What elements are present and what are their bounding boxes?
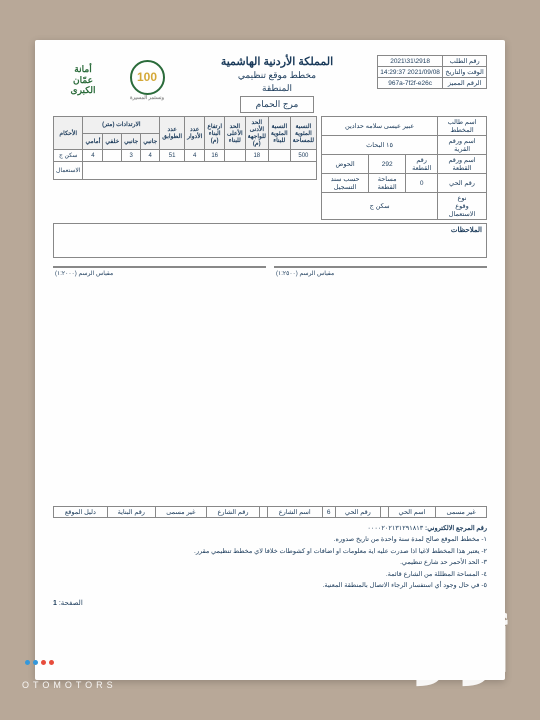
- r3b: 292: [369, 155, 406, 174]
- footer-notes: رقم المرجع الالكتروني: ٠٠٠٠٢٠٢١٣١٢٩١٨١٣ …: [53, 524, 487, 591]
- note-4: ٤- المساحة المظللة من الشارع قائمة.: [53, 570, 487, 580]
- footer-table-wrap: غير مسمىاسم الحي رقم الحي 6اسم الشارع رق…: [53, 506, 487, 518]
- h4: ارتفاع البناء (م): [205, 117, 225, 150]
- logo-amman: أمانة عمّان الكبرى: [53, 55, 113, 105]
- watermark-sub: OTOMOTORS: [22, 680, 117, 690]
- date-label: الوقت والتاريخ: [443, 67, 487, 78]
- title-sub: مخطط موقع تنظيمي: [181, 70, 373, 81]
- meta-box: رقم الطلب2918\31\2021 الوقت والتاريخ2021…: [377, 55, 487, 113]
- map-left: 28 3013235928329758385304317303300154310…: [274, 266, 487, 268]
- watermark-logo: أوتو: [420, 617, 510, 685]
- note-5: ٥- في حال وجود أي استفسار الرجاء الاتصال…: [53, 581, 487, 591]
- h6: عدد الطوابق: [160, 117, 185, 150]
- map-left-wrap: 28 3013235928329758385304317303300154310…: [274, 266, 487, 501]
- map-caption-r: مقياس الرسم (١:٢٠٠٠): [53, 268, 266, 279]
- blue-28-l: 28: [470, 267, 478, 268]
- note-1: ١- مخطط الموقع صالح لمدة سنة واحدة من تا…: [53, 535, 487, 545]
- dot-icon: [33, 660, 38, 665]
- footer-table: غير مسمىاسم الحي رقم الحي 6اسم الشارع رق…: [53, 506, 487, 518]
- title-block: المملكة الأردنية الهاشمية مخطط موقع تنظي…: [181, 55, 373, 113]
- h1: النسبة المئوية للبناء: [268, 117, 290, 150]
- note-2: ٢- يعتبر هذا المخطط لاغيا اذا صدرت عليه …: [53, 547, 487, 557]
- blue-14: 14: [188, 266, 198, 268]
- r4v: 0: [406, 174, 438, 193]
- notes-label: الملاحظات: [451, 226, 482, 234]
- r4b: مساحة القطعة: [369, 174, 406, 193]
- logo-l1: أمانة: [74, 64, 91, 75]
- region-label: المنطقة: [181, 83, 373, 94]
- r1v: عبير عيسى سلامه حدادين: [322, 117, 438, 136]
- document-page: رقم الطلب2918\31\2021 الوقت والتاريخ2021…: [35, 40, 505, 680]
- r3l: اسم ورقم القطعة: [438, 155, 487, 174]
- parcel-highlight-l: [366, 267, 376, 268]
- use-label: الاستعمال: [54, 162, 83, 180]
- logo-100-box: 100 ونستمر المسيرة: [117, 55, 177, 105]
- meta-table: رقم الطلب2918\31\2021 الوقت والتاريخ2021…: [377, 55, 487, 89]
- rules-table: النسبة المئوية للمساحة النسبة المئوية لل…: [53, 116, 317, 180]
- map-caption-l: مقياس الرسم (١:٢٥٠٠): [274, 268, 487, 279]
- map-right-wrap: 14 28 12 5785775765793095652912902692932…: [53, 266, 266, 501]
- r4c: حسب سند التسجيل: [322, 174, 369, 193]
- h7: جانبي: [141, 133, 160, 150]
- h2: الحد الأدنى للواجهة (م): [245, 117, 268, 150]
- r3a: رقم القطعة: [406, 155, 438, 174]
- green-12: 12: [60, 266, 69, 268]
- h3: الحد الأعلى للبناء: [225, 117, 246, 150]
- logo-100-icon: 100: [130, 60, 165, 95]
- h8: جانبي: [122, 133, 141, 150]
- info-tables: اسم طالب المخططعبير عيسى سلامه حدادين اس…: [53, 116, 487, 220]
- logo-sub: ونستمر المسيرة: [130, 95, 164, 101]
- note-3: ٣- الحد الأحمر حد شارع تنظيمي.: [53, 558, 487, 568]
- code-val: 967a-7f2f-e26c: [378, 78, 443, 89]
- region-value: مرج الحمام: [240, 96, 315, 113]
- info-right: اسم طالب المخططعبير عيسى سلامه حدادين اس…: [321, 116, 487, 220]
- dot-icon: [41, 660, 46, 665]
- date-val: 2021/09/08 14:29:37: [378, 67, 443, 78]
- parcel-highlight-r: [130, 267, 146, 268]
- notes-box: الملاحظات: [53, 223, 487, 258]
- r4l: رقم الحي: [438, 174, 487, 193]
- r3c: الحوض: [322, 155, 369, 174]
- r2v: ١٥ البحاث: [322, 136, 438, 155]
- h5: عدد الأدوار: [185, 117, 205, 150]
- title-main: المملكة الأردنية الهاشمية: [181, 55, 373, 68]
- h9: خلفي: [103, 133, 122, 150]
- r2l: اسم ورقم القرية: [438, 136, 487, 155]
- dot-icon: [25, 660, 30, 665]
- info-left: النسبة المئوية للمساحة النسبة المئوية لل…: [53, 116, 317, 220]
- code-label: الرقم المميز: [443, 78, 487, 89]
- req-no-label: رقم الطلب: [443, 56, 487, 67]
- h10: أمامي: [83, 133, 103, 150]
- watermark-dots: [25, 660, 54, 665]
- page-line: الصفحة: 1: [53, 599, 487, 607]
- map-right: 14 28 12 5785775765793095652912902692932…: [53, 266, 266, 268]
- req-no: 2918\31\2021: [378, 56, 443, 67]
- page-num: الصفحة: 1: [53, 599, 83, 607]
- rules-row: 500 18 16 4 51 4 3 4 سكن ج: [54, 150, 317, 162]
- ref-line: رقم المرجع الالكتروني: ٠٠٠٠٢٠٢١٣١٢٩١٨١٣: [53, 524, 487, 534]
- dot-icon: [49, 660, 54, 665]
- logo-l3: الكبرى: [71, 85, 96, 96]
- hsb: الارتدادات (متر): [83, 117, 160, 134]
- maps-row: 28 3013235928329758385304317303300154310…: [53, 266, 487, 501]
- r5v: سكن ج: [322, 193, 438, 220]
- h0: النسبة المئوية للمساحة: [290, 117, 316, 150]
- header-row: رقم الطلب2918\31\2021 الوقت والتاريخ2021…: [53, 55, 487, 113]
- r5box: نوعوقوعالاستعمال: [438, 193, 487, 220]
- applicant-table: اسم طالب المخططعبير عيسى سلامه حدادين اس…: [321, 116, 487, 220]
- hrl: الأحكام: [54, 117, 83, 150]
- logo-l2: عمّان: [73, 75, 93, 86]
- r1l: اسم طالب المخطط: [438, 117, 487, 136]
- blue-28: 28: [249, 267, 257, 268]
